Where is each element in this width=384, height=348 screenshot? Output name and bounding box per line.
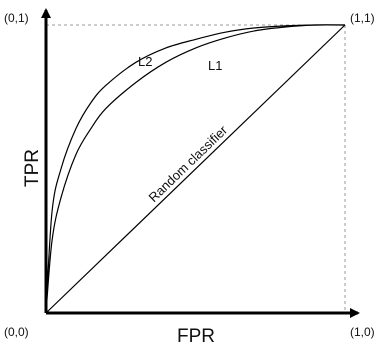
curve-label-l2: L2 (138, 54, 152, 69)
curve-l1 (45, 24, 346, 314)
random-classifier-line (45, 24, 346, 314)
top-right-corner-label: (1,1) (350, 11, 375, 25)
curve-l2 (45, 24, 346, 314)
random-classifier-label: Random classifier (146, 122, 231, 205)
curve-label-l1: L1 (208, 58, 222, 73)
y-axis-title: TPR (22, 149, 43, 187)
x-axis-title: FPR (177, 326, 215, 347)
origin-label: (0,0) (4, 325, 29, 339)
top-left-corner-label: (0,1) (4, 11, 29, 25)
bottom-right-corner-label: (1,0) (350, 325, 375, 339)
